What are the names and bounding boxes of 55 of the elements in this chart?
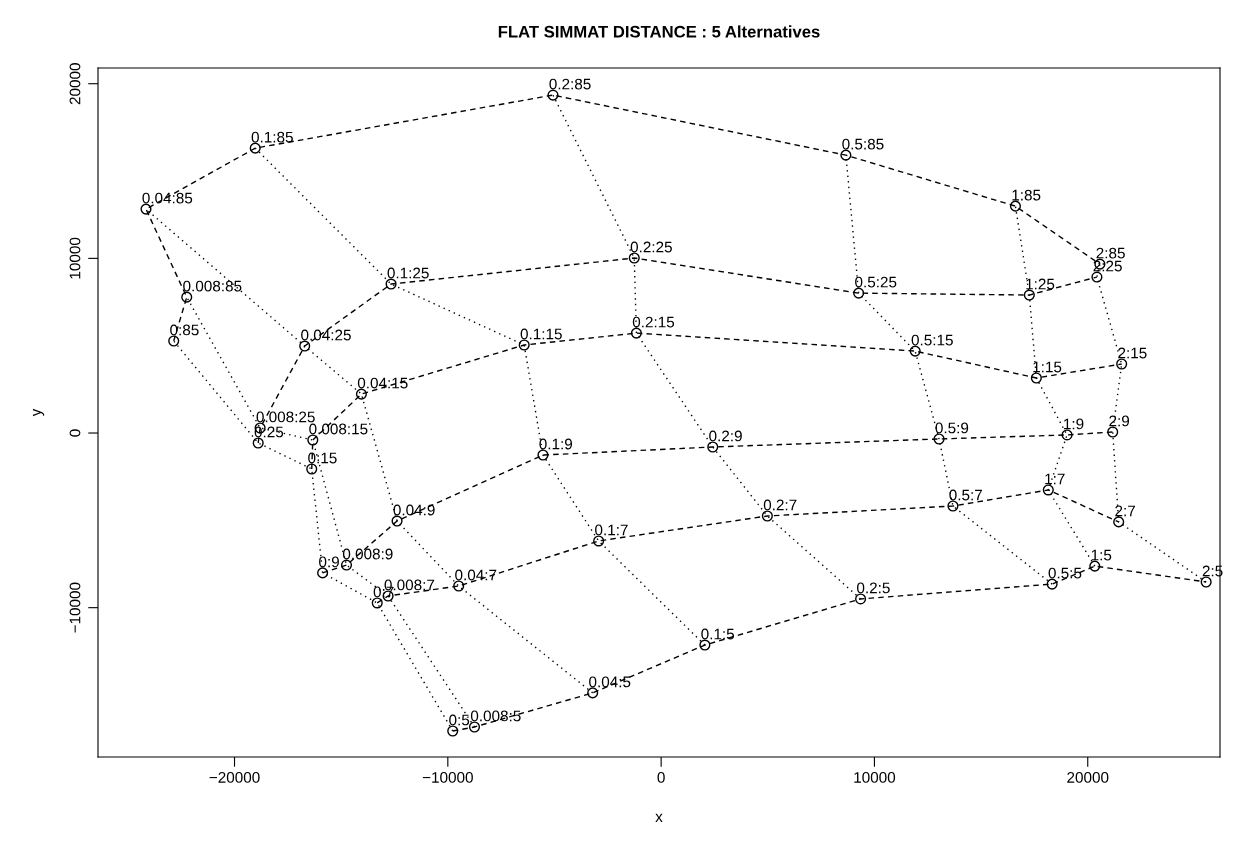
annotation: 0.04:25 (301, 329, 351, 341)
annotation: 0.1:85 (251, 131, 293, 143)
annotation: 2:7 (1115, 505, 1135, 517)
y-axis-title: y (32, 408, 45, 417)
annotation: 0.04:7 (455, 569, 497, 581)
x-axis-title: x (655, 813, 663, 822)
annotation: 0.5:9 (935, 422, 969, 434)
y-tick-label: 0 (69, 429, 81, 437)
annotation: 0.2:7 (763, 499, 797, 511)
annotation: 1:5 (1091, 549, 1112, 561)
annotation: 0.04:9 (393, 504, 435, 516)
annotation: 0.04:5 (589, 676, 631, 688)
annotation: 0.2:5 (857, 582, 890, 594)
x-tick-label: 20000 (1067, 771, 1109, 783)
annotation: 0.1:25 (387, 267, 429, 279)
y-tick-label: 20000 (69, 63, 81, 105)
annotation: 0.1:15 (520, 328, 562, 340)
annotation: 0.5:85 (842, 138, 884, 150)
annotation: 0.008:15 (309, 423, 368, 435)
x-tick-label: 10000 (854, 771, 896, 783)
annotation: 0.5:25 (855, 276, 897, 288)
annotation: 0.2:9 (709, 430, 742, 442)
annotation: 0:25 (254, 426, 284, 438)
annotation: 1:15 (1033, 361, 1062, 373)
annotation: 2:85 (1096, 247, 1125, 259)
annotation: 0:5 (449, 714, 470, 726)
chart-title: FLAT SIMMAT DISTANCE : 5 Alternatives (498, 25, 820, 38)
annotation: 0.5:15 (911, 334, 953, 346)
annotation: 0.1:5 (701, 628, 735, 640)
annotation: 1:9 (1064, 418, 1084, 430)
annotation: 0.04:85 (142, 192, 193, 204)
annotation: 0:85 (170, 324, 199, 336)
annotation: 0.008:9 (342, 548, 393, 560)
y-tick-label: −10000 (69, 582, 81, 633)
annotation: 0.1:9 (539, 438, 573, 450)
annotation: 0.2:85 (549, 78, 591, 90)
annotation: 0.1:7 (595, 524, 628, 536)
annotation: 1:7 (1045, 473, 1065, 485)
annotation: 0:9 (319, 556, 339, 568)
x-tick-label: −20000 (209, 771, 260, 783)
annotation: 0.008:25 (256, 411, 315, 423)
x-tick-label: −10000 (422, 771, 473, 783)
annotation: 0:15 (308, 452, 337, 464)
annotation: 1:25 (1026, 278, 1055, 290)
y-tick-label: 10000 (69, 237, 81, 279)
annotation: 0.2:25 (630, 241, 672, 253)
annotation: 0.5:7 (949, 489, 982, 501)
annotation: 2:9 (1109, 415, 1130, 427)
annotation: 0.008:85 (183, 280, 242, 292)
annotation: 0.2:15 (632, 316, 675, 328)
annotation: 0.008:5 (470, 710, 521, 722)
x-tick-label: 0 (657, 771, 665, 783)
annotation: 1:85 (1012, 189, 1041, 201)
annotation: 2:15 (1118, 347, 1147, 359)
annotation: 0.5:5 (1048, 567, 1082, 579)
